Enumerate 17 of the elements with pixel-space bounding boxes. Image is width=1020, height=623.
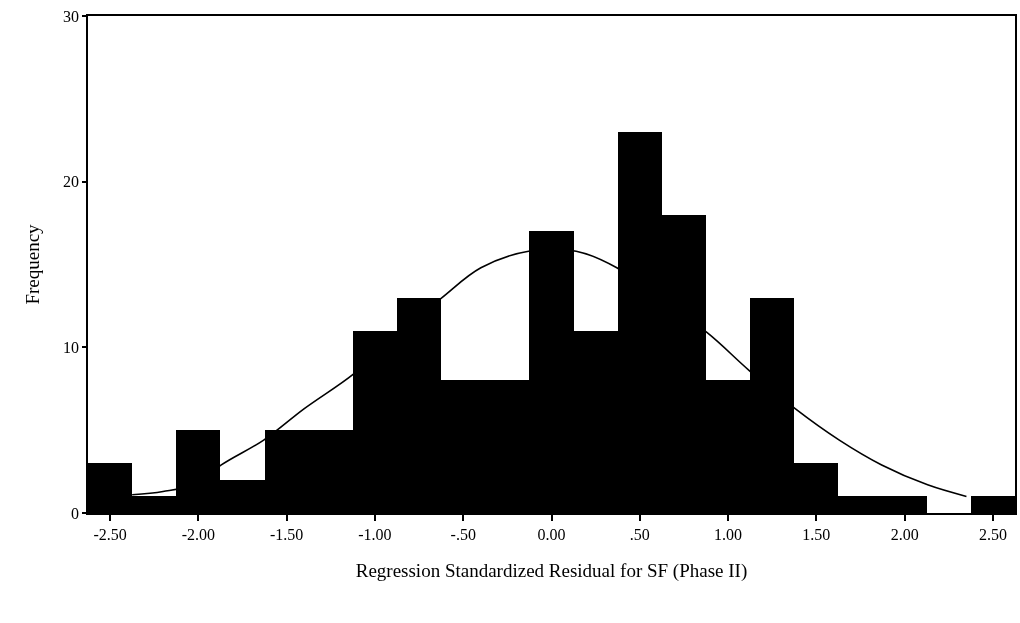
y-tick-label: 30 bbox=[63, 7, 80, 25]
x-axis-title: Regression Standardized Residual for SF (Phase II) bbox=[355, 560, 748, 583]
y-tick-label: 20 bbox=[63, 173, 80, 191]
x-tick-label: .50 bbox=[629, 525, 650, 543]
x-tick-label: 2.50 bbox=[978, 525, 1007, 543]
x-tick-label: -2.50 bbox=[93, 525, 127, 543]
x-tick-label: -1.50 bbox=[269, 525, 304, 543]
x-tick-label: -.50 bbox=[450, 525, 476, 543]
x-tick-label: -1.00 bbox=[358, 525, 392, 543]
x-tick-label: 1.00 bbox=[714, 525, 743, 543]
y-tick-label: 0 bbox=[71, 504, 80, 522]
x-tick-label: -2.00 bbox=[181, 525, 216, 543]
y-axis-title: Frequency bbox=[22, 223, 44, 305]
x-tick-label: 0.00 bbox=[537, 525, 566, 543]
x-tick-label: 2.00 bbox=[890, 525, 919, 543]
y-tick-label: 10 bbox=[63, 338, 80, 356]
x-tick-label: 1.50 bbox=[802, 525, 831, 543]
